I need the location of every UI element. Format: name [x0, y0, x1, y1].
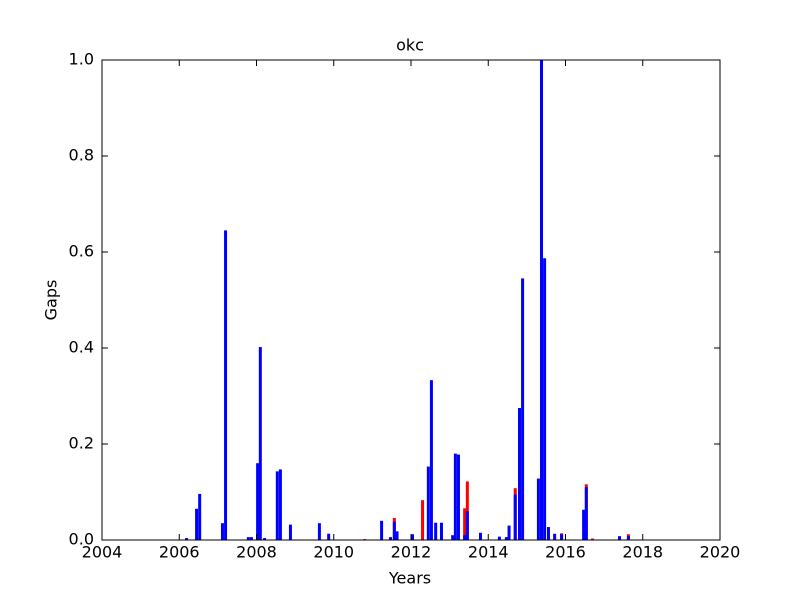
bar	[258, 347, 262, 540]
x-tick-label: 2006	[159, 543, 200, 562]
bar	[507, 525, 511, 540]
bar	[327, 533, 331, 540]
bar	[439, 522, 443, 540]
y-tick-label: 0.2	[69, 434, 94, 453]
bar	[256, 463, 260, 540]
bar	[553, 533, 557, 540]
bar	[540, 60, 544, 540]
x-tick-label: 2018	[622, 543, 663, 562]
bar	[288, 524, 292, 540]
y-tick-label: 0.4	[69, 338, 94, 357]
bar	[249, 537, 253, 540]
bar	[275, 471, 279, 540]
bar	[517, 408, 521, 540]
bar	[392, 521, 396, 540]
bar	[584, 487, 588, 540]
x-tick-label: 2020	[700, 543, 741, 562]
y-axis-label: Gaps	[42, 280, 61, 321]
bar	[536, 478, 540, 540]
chart-title: okc	[396, 36, 424, 55]
bar	[463, 508, 467, 540]
bar	[198, 493, 202, 540]
x-tick-label: 2014	[468, 543, 509, 562]
bar	[456, 454, 460, 540]
y-tick-label: 1.0	[69, 50, 94, 69]
x-tick-label: 2004	[82, 543, 123, 562]
y-tick-label: 0.8	[69, 146, 94, 165]
bar	[395, 531, 399, 540]
bar	[220, 523, 224, 540]
x-axis-label: Years	[388, 569, 431, 588]
bar	[411, 534, 414, 540]
bar	[618, 536, 622, 540]
bar	[246, 537, 250, 540]
bar	[185, 538, 189, 540]
bar	[582, 509, 586, 540]
x-tick-label: 2012	[391, 543, 432, 562]
bar	[278, 469, 282, 540]
bar	[453, 453, 457, 540]
bar	[317, 523, 321, 540]
y-tick-label: 0.6	[69, 242, 94, 261]
bar	[521, 278, 525, 540]
bar	[421, 500, 425, 540]
x-tick-label: 2008	[236, 543, 277, 562]
bar	[543, 258, 547, 540]
y-tick-label: 0.0	[69, 530, 94, 549]
bar	[434, 522, 438, 540]
bars	[185, 60, 630, 540]
bar	[465, 511, 469, 540]
bar	[590, 538, 594, 540]
bar	[195, 508, 199, 540]
bar	[463, 535, 467, 540]
bar	[224, 230, 228, 540]
x-tick-label: 2010	[313, 543, 354, 562]
bar	[560, 534, 564, 540]
bar	[626, 536, 630, 540]
bar	[263, 538, 267, 540]
bar	[504, 537, 508, 540]
bar	[478, 532, 482, 540]
bar	[546, 527, 550, 540]
bar	[426, 466, 430, 540]
bar	[465, 481, 469, 540]
bar	[429, 380, 433, 540]
bar	[388, 537, 392, 540]
bar	[497, 536, 501, 540]
bar	[451, 535, 455, 540]
bar	[380, 520, 384, 540]
x-tick-label: 2016	[545, 543, 586, 562]
bar	[513, 494, 517, 540]
